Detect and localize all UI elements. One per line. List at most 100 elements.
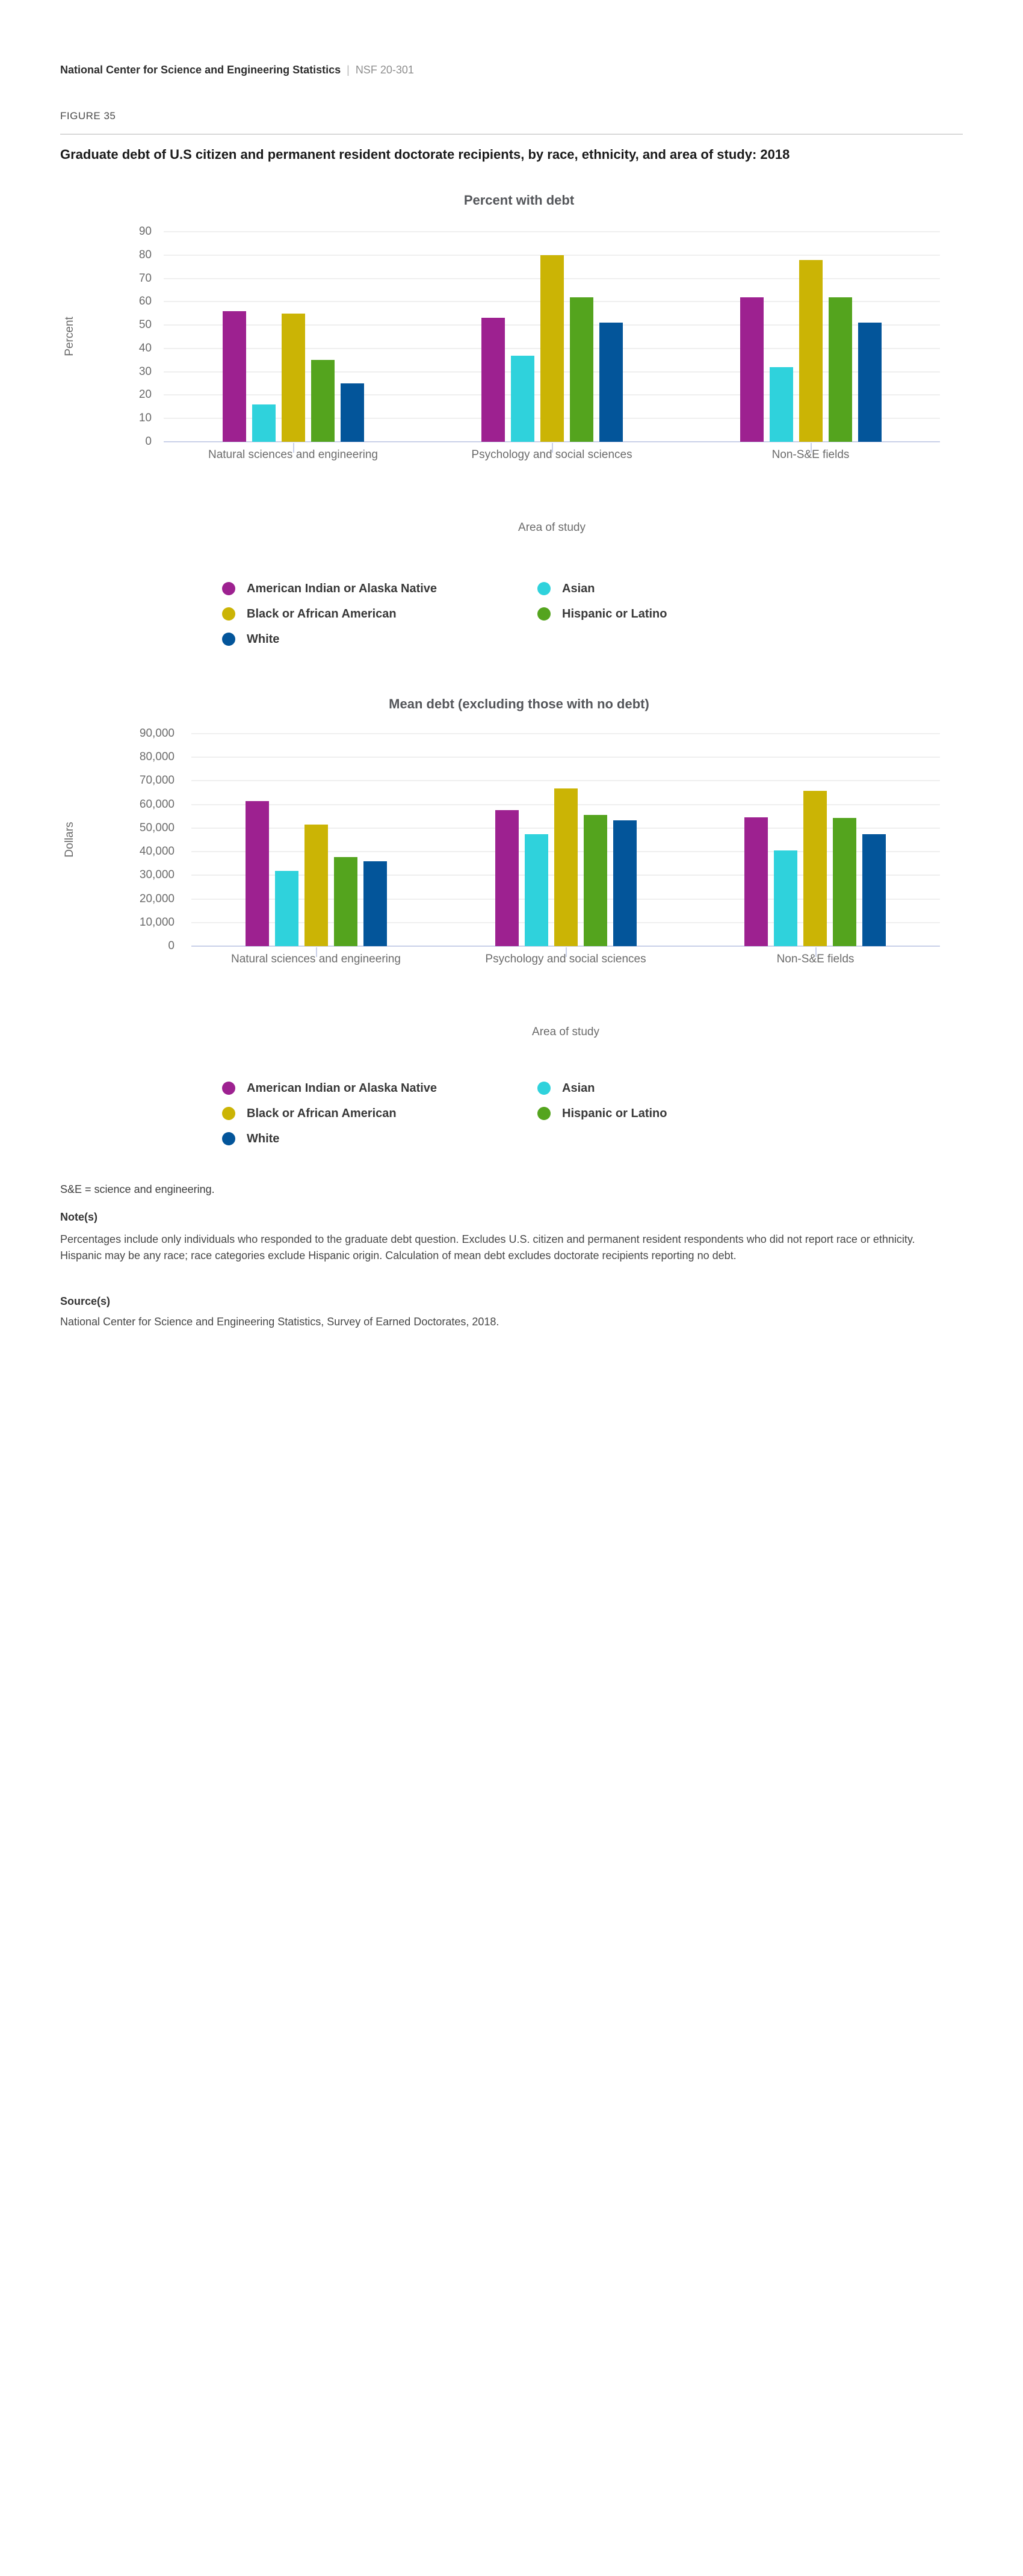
bar[interactable]	[341, 383, 364, 442]
axis-tick	[811, 443, 812, 453]
y-tick-label: 10,000	[139, 915, 175, 929]
legend-label: Hispanic or Latino	[562, 607, 667, 621]
x-axis-title: Area of study	[532, 1026, 599, 1038]
y-tick-label: 0	[168, 940, 175, 952]
y-tick-label: 20	[138, 388, 152, 401]
legend-marker-icon	[222, 582, 235, 595]
report-id: NSF 20-301	[355, 64, 414, 76]
bar[interactable]	[829, 297, 852, 442]
source-heading: Source(s)	[60, 1295, 111, 1307]
x-category-label: Psychology and social sciences	[485, 953, 646, 965]
bar[interactable]	[803, 791, 827, 946]
bar[interactable]	[304, 825, 328, 946]
x-category-label: Psychology and social sciences	[471, 448, 632, 461]
x-category-label: Natural sciences and engineering	[208, 448, 378, 461]
y-tick-label: 50,000	[139, 821, 175, 834]
y-tick-label: 80,000	[139, 751, 175, 764]
bar[interactable]	[554, 788, 578, 946]
bar[interactable]	[525, 834, 548, 946]
legend-label: White	[247, 1132, 280, 1145]
bar[interactable]	[740, 297, 764, 442]
y-tick-label: 30	[138, 365, 152, 378]
y-tick-label: 60	[138, 295, 152, 308]
report-header: National Center for Science and Engineer…	[60, 64, 414, 76]
agency-name: National Center for Science and Engineer…	[60, 64, 341, 76]
divider-line	[60, 134, 963, 135]
y-tick-label: 70	[138, 271, 152, 285]
axis-tick	[815, 947, 817, 957]
x-category-label: Non-S&E fields	[771, 448, 850, 461]
bar[interactable]	[246, 801, 269, 946]
chart-title: Percent with debt	[463, 193, 575, 208]
axis-tick	[566, 947, 567, 957]
chart-title: Mean debt (excluding those with no debt)	[389, 696, 649, 711]
legend-label: Black or African American	[247, 607, 397, 621]
bar[interactable]	[570, 297, 593, 442]
gridline	[191, 757, 940, 758]
legend-label: American Indian or Alaska Native	[247, 1082, 437, 1095]
gridline	[191, 733, 940, 734]
bar[interactable]	[334, 857, 357, 946]
axis-tick	[316, 947, 317, 957]
bar[interactable]	[481, 318, 505, 442]
source-text: National Center for Science and Engineer…	[60, 1316, 499, 1328]
legend-marker-icon	[537, 582, 551, 595]
y-tick-label: 60,000	[139, 797, 175, 811]
legend-marker-icon	[537, 607, 551, 621]
bar[interactable]	[275, 871, 298, 946]
y-tick-label: 90,000	[139, 727, 175, 740]
bar[interactable]	[599, 323, 623, 442]
bar[interactable]	[744, 817, 768, 946]
x-category-label: Natural sciences and engineering	[230, 953, 401, 965]
legend-marker-icon	[222, 607, 235, 621]
bar[interactable]	[311, 360, 335, 442]
gridline	[164, 254, 940, 256]
legend-label: American Indian or Alaska Native	[247, 582, 437, 595]
y-tick-label: 90	[138, 225, 152, 238]
y-tick-label: 30,000	[139, 868, 175, 882]
y-tick-label: 50	[138, 318, 152, 332]
bar[interactable]	[862, 834, 886, 946]
axis-tick	[293, 443, 294, 453]
bar[interactable]	[282, 314, 305, 442]
legend-marker-icon	[222, 633, 235, 646]
bar[interactable]	[363, 861, 387, 946]
bar[interactable]	[252, 404, 276, 442]
notes-text: Percentages include only individuals who…	[60, 1233, 915, 1262]
legend-label: Hispanic or Latino	[562, 1107, 667, 1120]
legend-marker-icon	[222, 1132, 235, 1145]
figure-title: Graduate debt of U.S citizen and permane…	[60, 147, 790, 162]
bar[interactable]	[223, 311, 246, 442]
legend-marker-icon	[537, 1082, 551, 1095]
x-category-label: Non-S&E fields	[776, 953, 855, 965]
abbreviation-note: S&E = science and engineering.	[60, 1183, 215, 1195]
bar[interactable]	[833, 818, 856, 946]
bar[interactable]	[774, 850, 797, 946]
legend-label: Black or African American	[247, 1107, 397, 1120]
legend-marker-icon	[222, 1082, 235, 1095]
notes-heading: Note(s)	[60, 1211, 97, 1223]
bar[interactable]	[511, 356, 534, 442]
legend-label: Asian	[562, 582, 595, 595]
y-tick-label: 20,000	[139, 892, 175, 905]
x-axis-baseline	[164, 441, 940, 442]
bar[interactable]	[540, 255, 564, 442]
bar[interactable]	[584, 815, 607, 946]
gridline	[191, 780, 940, 782]
bar[interactable]	[613, 820, 637, 946]
y-tick-label: 10	[138, 412, 152, 425]
header-separator: |	[347, 64, 350, 76]
gridline	[164, 231, 940, 232]
legend-label: Asian	[562, 1082, 595, 1095]
legend-label: White	[247, 633, 280, 646]
bar[interactable]	[858, 323, 882, 442]
axis-tick	[552, 443, 553, 453]
bar[interactable]	[770, 367, 793, 442]
y-tick-label: 0	[145, 435, 152, 448]
bar[interactable]	[495, 810, 519, 946]
legend-marker-icon	[222, 1107, 235, 1120]
figure-label: FIGURE 35	[60, 110, 116, 122]
bar[interactable]	[799, 260, 823, 442]
x-axis-title: Area of study	[518, 521, 586, 534]
